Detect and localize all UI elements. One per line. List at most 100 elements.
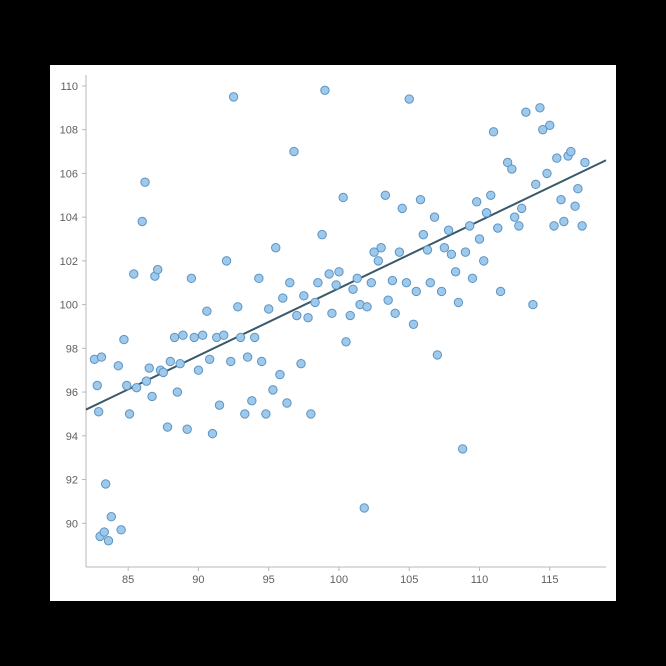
data-point: [179, 331, 187, 339]
data-point: [560, 217, 568, 225]
data-point: [353, 274, 361, 282]
data-point: [517, 204, 525, 212]
data-point: [203, 307, 211, 315]
data-point: [437, 287, 445, 295]
data-point: [419, 230, 427, 238]
data-point: [388, 276, 396, 284]
data-point: [360, 504, 368, 512]
data-point: [391, 309, 399, 317]
data-point: [433, 351, 441, 359]
data-point: [117, 526, 125, 534]
data-point: [101, 480, 109, 488]
y-tick-label: 90: [66, 518, 78, 530]
data-point: [395, 248, 403, 256]
data-point: [183, 425, 191, 433]
data-point: [166, 357, 174, 365]
data-point: [567, 147, 575, 155]
data-point: [241, 410, 249, 418]
data-point: [342, 338, 350, 346]
x-tick-label: 110: [471, 574, 489, 586]
data-point: [522, 108, 530, 116]
data-point: [100, 528, 108, 536]
data-point: [153, 265, 161, 273]
data-point: [461, 248, 469, 256]
data-point: [416, 195, 424, 203]
x-tick-label: 90: [192, 574, 204, 586]
data-point: [97, 353, 105, 361]
y-tick-label: 104: [60, 212, 78, 224]
data-point: [374, 257, 382, 265]
data-point: [194, 366, 202, 374]
data-point: [198, 331, 206, 339]
data-point: [159, 368, 167, 376]
data-point: [300, 292, 308, 300]
data-point: [93, 381, 101, 389]
data-point: [546, 121, 554, 129]
data-point: [363, 303, 371, 311]
y-tick-label: 92: [66, 475, 78, 487]
data-point: [130, 270, 138, 278]
data-point: [412, 287, 420, 295]
data-point: [508, 165, 516, 173]
data-point: [234, 303, 242, 311]
data-point: [332, 281, 340, 289]
data-point: [215, 401, 223, 409]
data-point: [265, 305, 273, 313]
data-point: [321, 86, 329, 94]
data-point: [384, 296, 392, 304]
data-point: [328, 309, 336, 317]
data-point: [279, 294, 287, 302]
data-point: [487, 191, 495, 199]
data-point: [107, 513, 115, 521]
data-point: [402, 279, 410, 287]
data-point: [176, 359, 184, 367]
data-point: [145, 364, 153, 372]
x-tick-label: 100: [330, 574, 348, 586]
data-point: [440, 244, 448, 252]
x-tick-label: 115: [541, 574, 559, 586]
x-tick-label: 85: [122, 574, 134, 586]
data-point: [515, 222, 523, 230]
data-point: [543, 169, 551, 177]
data-point: [367, 279, 375, 287]
data-point: [125, 410, 133, 418]
data-point: [123, 381, 131, 389]
data-point: [307, 410, 315, 418]
data-point: [532, 180, 540, 188]
y-tick-label: 102: [60, 256, 78, 268]
data-point: [248, 397, 256, 405]
y-tick-label: 108: [60, 125, 78, 137]
data-point: [132, 383, 140, 391]
data-point: [257, 357, 265, 365]
data-point: [381, 191, 389, 199]
data-point: [311, 298, 319, 306]
y-tick-label: 106: [60, 168, 78, 180]
data-point: [229, 93, 237, 101]
data-point: [227, 357, 235, 365]
data-point: [339, 193, 347, 201]
y-tick-label: 100: [60, 300, 78, 312]
y-tick-label: 94: [66, 431, 78, 443]
data-point: [269, 386, 277, 394]
data-point: [205, 355, 213, 363]
data-point: [578, 222, 586, 230]
data-point: [94, 408, 102, 416]
data-point: [138, 217, 146, 225]
data-point: [496, 287, 504, 295]
data-point: [482, 209, 490, 217]
data-point: [468, 274, 476, 282]
data-point: [255, 274, 263, 282]
data-point: [377, 244, 385, 252]
data-point: [550, 222, 558, 230]
scatter-chart: 9092949698100102104106108110859095100105…: [50, 65, 616, 601]
data-point: [571, 202, 579, 210]
data-point: [120, 335, 128, 343]
data-point: [114, 362, 122, 370]
data-point: [458, 445, 466, 453]
data-point: [286, 279, 294, 287]
data-point: [557, 195, 565, 203]
data-point: [163, 423, 171, 431]
data-point: [142, 377, 150, 385]
data-point: [465, 222, 473, 230]
data-point: [494, 224, 502, 232]
